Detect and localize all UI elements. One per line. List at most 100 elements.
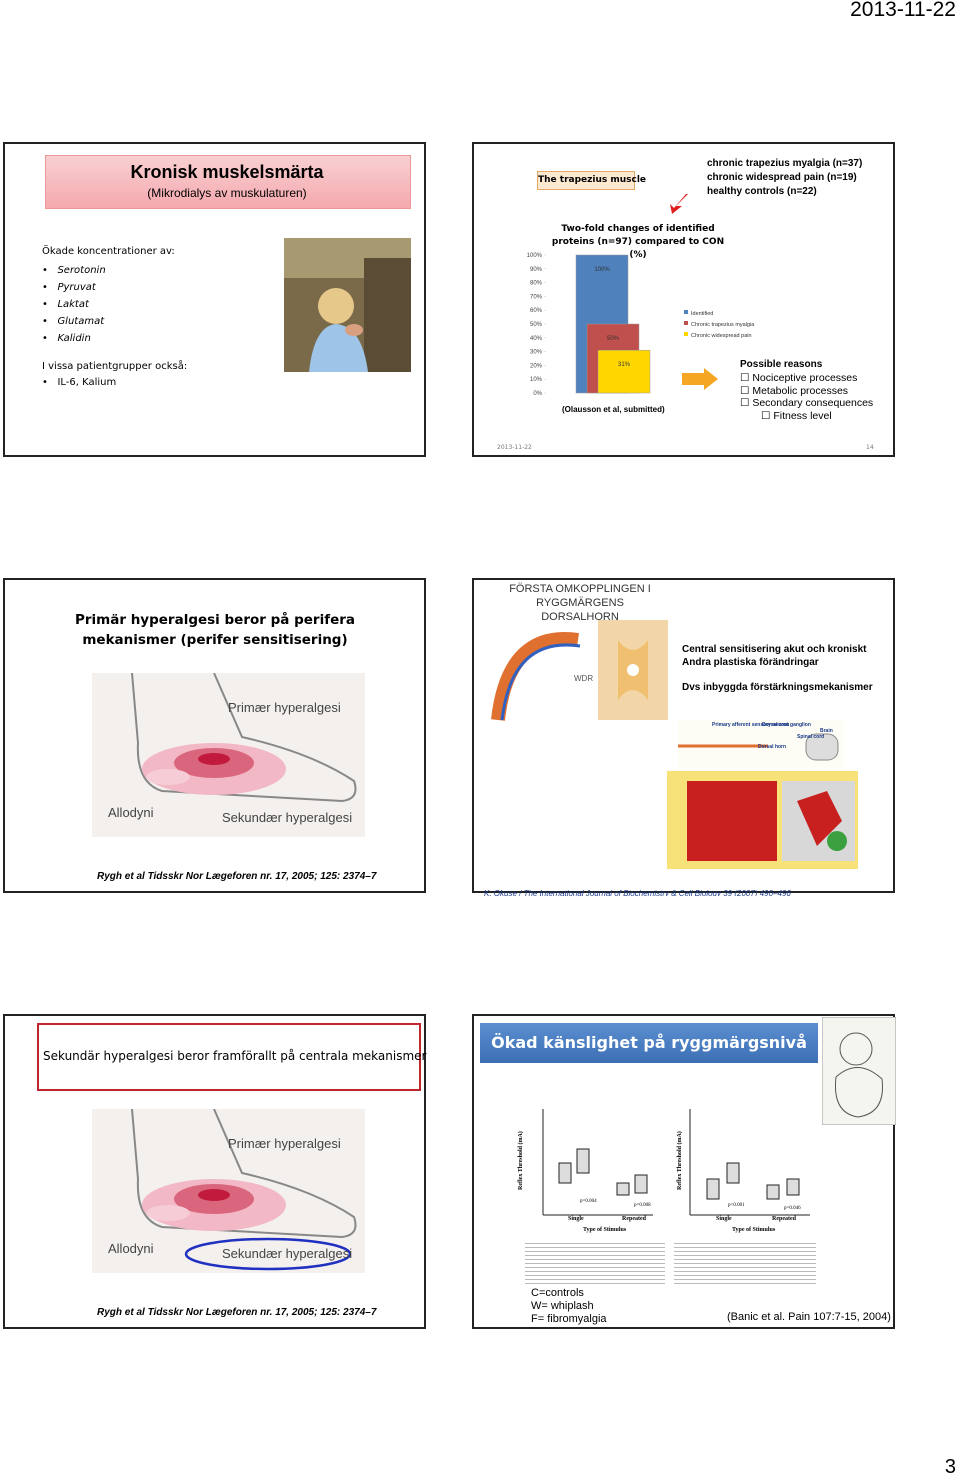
figure-label: Allodyni bbox=[108, 1241, 154, 1256]
reasons-title: Possible reasons bbox=[740, 359, 823, 370]
list-item: • Glutamat bbox=[42, 316, 105, 327]
group: healthy controls (n=22) bbox=[707, 186, 817, 197]
chart-title: Two-fold changes of identified proteins … bbox=[551, 224, 725, 260]
list-text: Serotonin bbox=[57, 265, 106, 276]
list-item: • Laktat bbox=[42, 299, 89, 310]
pathway-figure bbox=[667, 771, 858, 869]
figure-label: Sekundær hyperalgesi bbox=[222, 1246, 353, 1261]
reason: ☐ Nociceptive processes bbox=[740, 372, 858, 384]
diagram-label: Dorsal horn bbox=[758, 744, 787, 750]
y-tick-label: 0% bbox=[533, 391, 542, 397]
legend-label: Chronic widespread pain bbox=[691, 333, 752, 339]
y-tick-label: 30% bbox=[530, 350, 543, 356]
y-tick-label: 40% bbox=[530, 336, 543, 342]
slide bbox=[3, 1014, 426, 1329]
intro: Ökade koncentrationer av: bbox=[42, 246, 175, 257]
y-tick-label: 100% bbox=[527, 253, 543, 259]
legend-label: Identified bbox=[691, 311, 713, 317]
footer-page: 14 bbox=[866, 444, 874, 451]
p-value: p=0.008 bbox=[634, 1203, 651, 1208]
p-value: p<0.001 bbox=[728, 1203, 745, 1208]
axis-tick: Single bbox=[716, 1216, 732, 1222]
figure-title: FÖRSTA OMKOPPLINGEN I RYGGMÄRGENS DORSAL… bbox=[509, 583, 651, 623]
list-text: Kalidin bbox=[57, 333, 91, 344]
reason-text: Nociceptive processes bbox=[752, 372, 858, 384]
slide-title: Kronisk muskelsmärta bbox=[130, 162, 324, 182]
chart: 0% 10% 20% 30% 40% 50% 60% 70% 80% 90% 100% 100% Ide… bbox=[527, 253, 756, 397]
axis-label: Type of Stimulus bbox=[732, 1227, 776, 1233]
list-text: Pyruvat bbox=[57, 282, 96, 293]
slide bbox=[472, 1014, 895, 1329]
reasons: ☐ Nociceptive processes ☐ Metabolic proc… bbox=[740, 372, 873, 422]
legend-line: F= fibromyalgia bbox=[531, 1313, 607, 1325]
legend-line: C=controls bbox=[531, 1287, 584, 1299]
title-box bbox=[37, 1023, 421, 1091]
legend-swatch bbox=[684, 310, 688, 314]
list-text: Glutamat bbox=[57, 316, 105, 327]
figure-label: Primær hyperalgesi bbox=[228, 700, 341, 715]
text-lines: Central sensitisering akut och kroniskt … bbox=[682, 643, 867, 669]
boxplot-figure bbox=[542, 1109, 810, 1216]
y-tick-label: 10% bbox=[530, 377, 543, 383]
figure-label: Sekundær hyperalgesi bbox=[222, 810, 353, 825]
text-line: Andra plastiska förändringar bbox=[682, 657, 819, 668]
p-value: p=0.004 bbox=[580, 1199, 597, 1204]
list-text: Laktat bbox=[57, 299, 89, 310]
axis-label: Reflex Threshold (mA) bbox=[518, 1131, 524, 1190]
legend-swatch bbox=[684, 332, 688, 336]
p-value: p=0.046 bbox=[784, 1206, 801, 1211]
reason-text: Fitness level bbox=[773, 409, 832, 422]
y-tick-label: 20% bbox=[530, 363, 543, 369]
list-text: IL-6, Kalium bbox=[57, 377, 117, 388]
caption-text bbox=[674, 1240, 816, 1285]
slide-title: Sekundär hyperalgesi beror framförallt p… bbox=[43, 1049, 427, 1063]
list-item: • Pyruvat bbox=[42, 282, 96, 293]
legend-swatch bbox=[684, 321, 688, 325]
data-label: 100% bbox=[594, 267, 610, 273]
y-tick-label: 60% bbox=[530, 308, 543, 314]
citation: K. Okuse / The International Journal of … bbox=[484, 889, 791, 896]
citation: Rygh et al Tidsskr Nor Lægeforen nr. 17,… bbox=[97, 871, 377, 882]
reason: ☐ Metabolic processes bbox=[740, 384, 849, 397]
source: (Olausson et al, submitted) bbox=[562, 405, 665, 414]
reason: ☐ Secondary consequences bbox=[740, 397, 874, 410]
slide bbox=[3, 578, 426, 893]
foot-figure bbox=[92, 673, 365, 837]
axis-tick: Repeated bbox=[772, 1216, 796, 1222]
caption-text bbox=[525, 1240, 665, 1285]
reason-text: Secondary consequences bbox=[752, 397, 874, 410]
figure-label: WDR bbox=[574, 674, 594, 683]
legend: C=controls W= whiplash F= fibromyalgia bbox=[531, 1287, 607, 1326]
group: chronic widespread pain (n=19) bbox=[707, 172, 857, 183]
slide-title: Primär hyperalgesi beror på perifera mek… bbox=[74, 612, 355, 648]
figure-label: Allodyni bbox=[108, 805, 154, 820]
figure-label: Primær hyperalgesi bbox=[228, 1136, 341, 1151]
foot-figure bbox=[92, 1109, 365, 1273]
legend-label: Chronic trapezius myalgia bbox=[691, 322, 755, 328]
slide bbox=[472, 578, 895, 893]
arrow-icon bbox=[670, 194, 688, 214]
diagram-label: Dorsal root ganglion bbox=[762, 722, 811, 728]
emphasis: Dvs inbyggda förstärkningsmekanismer bbox=[682, 682, 873, 693]
header-date: 2013-11-22 bbox=[850, 0, 956, 21]
diagram-label: Brain bbox=[820, 728, 833, 734]
page-number: 3 bbox=[944, 1456, 956, 1478]
photo bbox=[284, 238, 411, 372]
slide-subtitle: (Mikrodialys av muskulaturen) bbox=[147, 186, 307, 200]
citation: Rygh et al Tidsskr Nor Lægeforen nr. 17,… bbox=[97, 1307, 377, 1318]
intro: I vissa patientgrupper också: bbox=[42, 361, 188, 372]
footer-date: 2013-11-22 bbox=[497, 444, 532, 451]
spinal-figure bbox=[491, 620, 668, 721]
axis-tick: Repeated bbox=[622, 1216, 646, 1222]
arrow bbox=[682, 368, 718, 390]
group-list: chronic trapezius myalgia (n=37) chronic… bbox=[707, 157, 862, 199]
diagram-label: Primary afferent sensory neuron bbox=[712, 722, 790, 728]
group: chronic trapezius myalgia (n=37) bbox=[707, 158, 863, 169]
bar bbox=[597, 349, 651, 394]
list: • Serotonin • Pyruvat • Laktat • Glutama… bbox=[42, 262, 106, 347]
title-box bbox=[45, 155, 411, 209]
slide bbox=[3, 142, 426, 457]
text-line: Central sensitisering akut och kroniskt bbox=[682, 644, 867, 655]
diagram-label: Spinal cord bbox=[797, 734, 825, 740]
